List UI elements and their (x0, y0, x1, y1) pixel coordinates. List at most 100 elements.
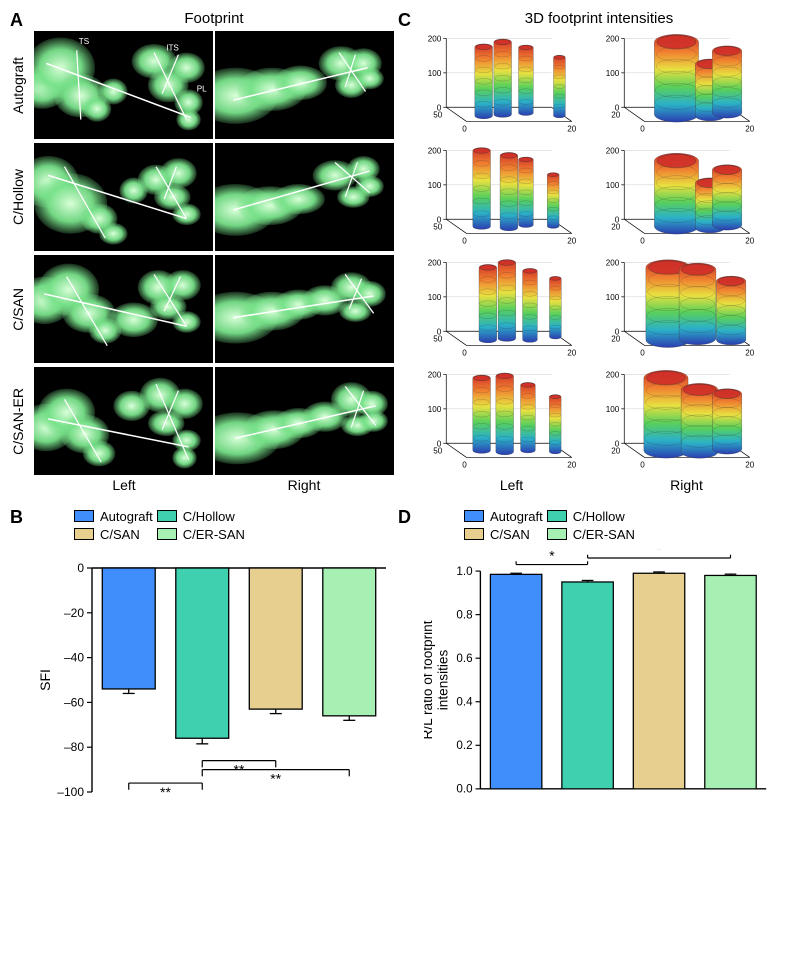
surface-right: 010020002020 (602, 145, 774, 249)
image-row: C/Hollow010020002050010020002020 (10, 143, 774, 251)
footprint-pair (34, 255, 394, 363)
surface-right: 010020002020 (602, 33, 774, 137)
footprint-pair: TSITSPL (34, 31, 394, 139)
svg-text:100: 100 (428, 405, 442, 414)
legend-swatch (547, 528, 567, 540)
legend-label: C/SAN (490, 527, 530, 542)
svg-text:100: 100 (606, 181, 620, 190)
panel-b-legend: Autograft C/Hollow C/SAN C/ER-SAN (34, 507, 245, 543)
panel-d-legend: Autograft C/Hollow C/SAN C/ER-SAN (424, 507, 635, 543)
panel-b-wrap: AutograftC/HollowC/SANC/ER-SAN –100–80–6… (34, 507, 394, 809)
left-right-labels-row: Left Right Left Right (10, 477, 776, 493)
svg-text:0: 0 (462, 349, 467, 358)
panel-d-chart: 0.00.20.40.60.81.0R/L ratio of footprint… (424, 549, 774, 809)
panel-c-title: 3D footprint intensities (424, 10, 774, 31)
svg-text:1.0: 1.0 (456, 565, 473, 578)
legend-swatch (464, 510, 484, 522)
legend-item: C/SAN (74, 525, 153, 543)
svg-text:**: ** (160, 784, 171, 800)
panel-c-letter: C (394, 10, 424, 31)
svg-text:20: 20 (745, 461, 754, 470)
row-label: C/SAN-ER (10, 384, 34, 459)
image-row: AutograftTSITSPL010020002050010020002020 (10, 31, 774, 139)
svg-text:200: 200 (606, 370, 620, 379)
svg-text:200: 200 (428, 258, 442, 267)
legend-item: C/Hollow (157, 507, 245, 525)
surface-pair: 010020002050010020002020 (424, 145, 774, 249)
svg-text:50: 50 (433, 446, 442, 455)
svg-text:–40: –40 (64, 651, 84, 665)
legend-label: C/SAN (100, 527, 140, 542)
legend-item: Autograft (464, 507, 543, 525)
svg-text:0: 0 (640, 349, 645, 358)
panel-d-wrap: AutograftC/HollowC/SANC/ER-SAN 0.00.20.4… (424, 507, 774, 809)
svg-text:intensities: intensities (435, 650, 450, 711)
legend-label: Autograft (490, 509, 543, 524)
surface-right: 010020002020 (602, 369, 774, 473)
svg-text:0: 0 (640, 125, 645, 134)
row-label: Autograft (10, 53, 34, 118)
footprint-right (215, 367, 394, 475)
footprint-right (215, 255, 394, 363)
svg-text:100: 100 (428, 293, 442, 302)
panel-b-chart: –100–80–60–40–200SFI****** (34, 549, 394, 809)
svg-text:200: 200 (606, 146, 620, 155)
svg-text:0: 0 (77, 561, 84, 575)
svg-text:–80: –80 (64, 740, 84, 754)
surface-pair: 010020002050010020002020 (424, 257, 774, 361)
svg-text:20: 20 (567, 237, 576, 246)
panel-d-letter: D (394, 507, 424, 809)
surface-left: 010020002050 (424, 369, 596, 473)
image-row: C/SAN-ER010020002050010020002020 (10, 367, 774, 475)
bottom-grid: B AutograftC/HollowC/SANC/ER-SAN –100–80… (10, 507, 776, 809)
svg-text:20: 20 (745, 349, 754, 358)
svg-text:50: 50 (433, 334, 442, 343)
surface-left: 010020002050 (424, 257, 596, 361)
row-label: C/SAN (10, 284, 34, 335)
svg-text:20: 20 (567, 461, 576, 470)
panel-a-letter: A (10, 10, 34, 31)
surface-pair: 010020002050010020002020 (424, 33, 774, 137)
image-row: C/SAN010020002050010020002020 (10, 255, 774, 363)
svg-text:**: ** (270, 771, 281, 787)
svg-text:20: 20 (611, 222, 620, 231)
footprint-right (215, 31, 394, 139)
svg-text:0.4: 0.4 (456, 696, 473, 709)
footprint-left (34, 143, 213, 251)
svg-text:200: 200 (428, 34, 442, 43)
footprint-left (34, 367, 213, 475)
surface-left: 010020002050 (424, 145, 596, 249)
legend-swatch (547, 510, 567, 522)
legend-item: C/SAN (464, 525, 543, 543)
svg-text:100: 100 (606, 293, 620, 302)
legend-label: C/ER-SAN (183, 527, 245, 542)
legend-item: C/Hollow (547, 507, 635, 525)
svg-text:R/L ratio of footprint: R/L ratio of footprint (424, 620, 435, 739)
legend-swatch (157, 510, 177, 522)
footprint-left (34, 255, 213, 363)
legend-swatch (157, 528, 177, 540)
svg-text:20: 20 (611, 334, 620, 343)
surface-left: 010020002050 (424, 33, 596, 137)
svg-text:TS: TS (79, 36, 90, 46)
svg-text:200: 200 (428, 370, 442, 379)
legend-item: C/ER-SAN (547, 525, 635, 543)
svg-text:100: 100 (606, 405, 620, 414)
panel-c-left-label: Left (424, 477, 599, 493)
svg-text:20: 20 (611, 110, 620, 119)
svg-text:0: 0 (462, 237, 467, 246)
svg-text:200: 200 (606, 258, 620, 267)
svg-text:20: 20 (745, 125, 754, 134)
legend-label: C/ER-SAN (573, 527, 635, 542)
svg-text:100: 100 (428, 181, 442, 190)
svg-text:50: 50 (433, 222, 442, 231)
svg-text:50: 50 (433, 110, 442, 119)
legend-label: C/Hollow (183, 509, 235, 524)
footprint-pair (34, 143, 394, 251)
svg-text:0: 0 (640, 237, 645, 246)
legend-item: C/ER-SAN (157, 525, 245, 543)
svg-text:200: 200 (606, 34, 620, 43)
legend-item: Autograft (74, 507, 153, 525)
svg-text:20: 20 (745, 237, 754, 246)
svg-text:0.8: 0.8 (456, 609, 472, 622)
